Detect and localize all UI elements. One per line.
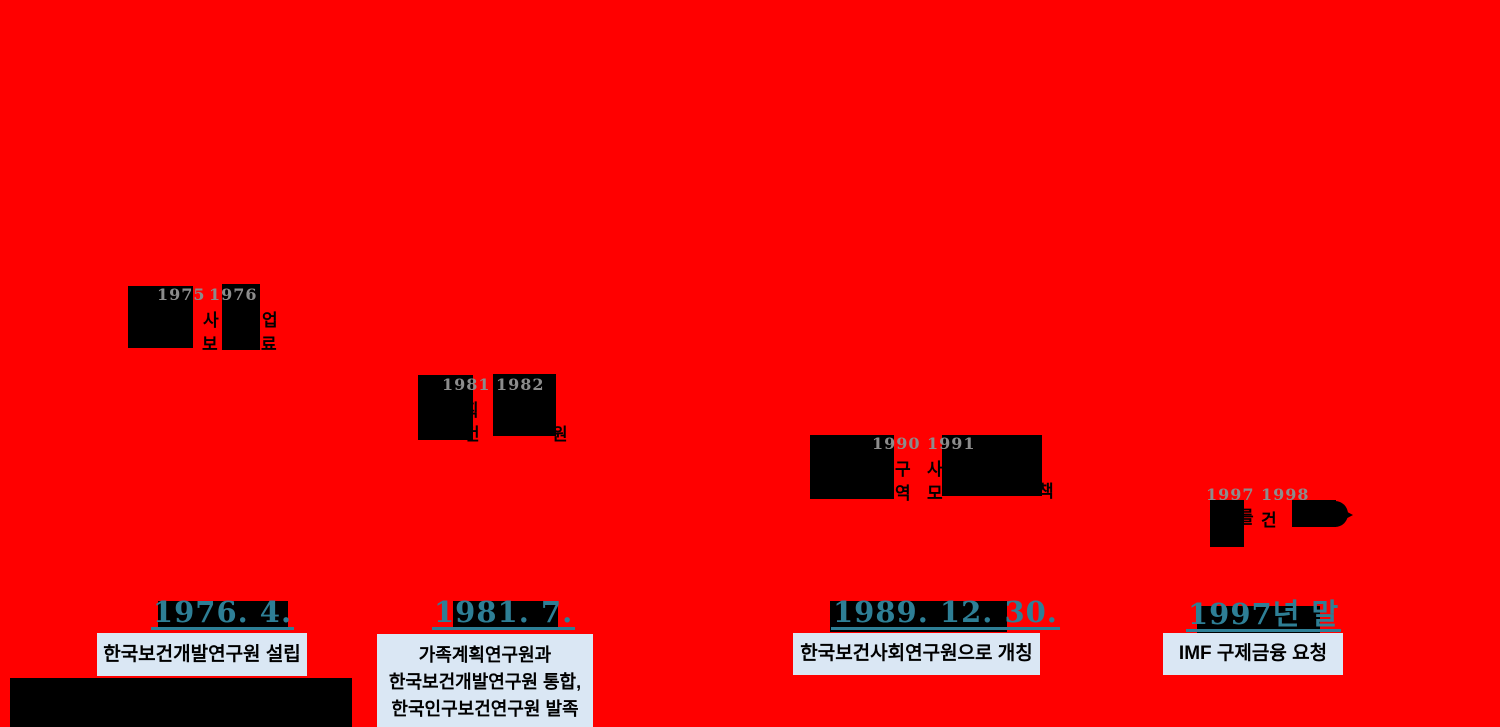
- redaction-box: [942, 435, 1042, 496]
- year-label: 1991: [927, 434, 976, 453]
- year-label: 1981: [442, 375, 491, 394]
- heading-redaction-box: [1197, 606, 1320, 633]
- event-label-line: 한국보건개발연구원 설립: [103, 644, 301, 665]
- timeline-date-text: 1981. 7.: [432, 595, 576, 630]
- event-label-box: 한국보건개발연구원 설립: [97, 633, 307, 676]
- caption-fragment: 역: [895, 484, 911, 503]
- year-label: 1975: [157, 285, 206, 304]
- timeline-date-heading: 1989. 12. 30.: [831, 598, 1060, 630]
- redaction-box: [222, 284, 260, 350]
- caption-fragment: 건: [1261, 511, 1277, 530]
- event-label-box: IMF 구제금융 요청: [1163, 633, 1343, 675]
- heading-redaction-box: [453, 601, 558, 628]
- timeline-date-text: 1997년 말: [1186, 597, 1342, 632]
- caption-fragment: 업: [262, 311, 278, 330]
- arrow-right-icon: [1338, 507, 1353, 523]
- caption-fragment: 구: [895, 460, 911, 479]
- redaction-box: [128, 286, 193, 348]
- caption-fragment: 사: [927, 460, 943, 479]
- heading-redaction-box: [158, 601, 288, 628]
- redaction-box: [493, 374, 556, 436]
- event-label-line: 한국보건사회연구원으로 개칭: [800, 643, 1033, 664]
- caption-fragment: 사: [203, 311, 219, 330]
- caption-fragment: 료: [261, 335, 277, 354]
- timeline-date-heading: 1997년 말: [1186, 600, 1342, 632]
- event-label-line: 가족계획연구원과: [418, 645, 552, 665]
- redaction-box: [1210, 500, 1244, 547]
- redaction-box: [418, 375, 473, 440]
- timeline-date-heading: 1981. 7.: [432, 598, 576, 630]
- redaction-box: [810, 435, 894, 499]
- event-label-line: 한국인구보건연구원 발족: [391, 699, 579, 719]
- year-label: 1990: [872, 434, 921, 453]
- timeline-date-heading: 1976. 4.: [142, 598, 303, 630]
- event-label-box: 가족계획연구원과 한국보건개발연구원 통합, 한국인구보건연구원 발족: [377, 634, 593, 727]
- year-label: 1982: [496, 375, 545, 394]
- event-label-line: 한국보건개발연구원 통합,: [388, 672, 582, 692]
- event-label-line: IMF 구제금융 요청: [1178, 643, 1328, 664]
- caption-fragment: 보: [202, 335, 218, 354]
- timeline-date-text: 1989. 12. 30.: [831, 595, 1060, 630]
- caption-fragment: 모: [927, 484, 943, 503]
- heading-redaction-box: [830, 601, 1007, 632]
- year-label: 1998: [1261, 485, 1310, 504]
- bottom-redaction-bar: [10, 678, 352, 727]
- year-label: 1976: [209, 285, 258, 304]
- year-label: 1997: [1206, 485, 1255, 504]
- event-label-box: 한국보건사회연구원으로 개칭: [793, 633, 1040, 675]
- timeline-date-text: 1976. 4.: [150, 595, 295, 630]
